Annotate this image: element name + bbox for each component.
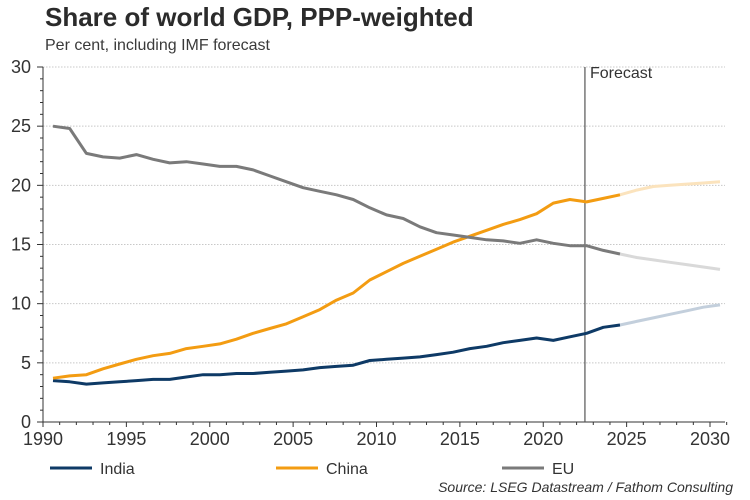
y-tick-label: 5 (21, 353, 31, 373)
x-tick-label: 2020 (523, 429, 563, 449)
legend-item-india: India (50, 461, 135, 478)
source-note: Source: LSEG Datastream / Fathom Consult… (438, 479, 733, 495)
x-tick-label: 2030 (690, 429, 730, 449)
x-tick-label: 2000 (190, 429, 230, 449)
y-tick-label: 10 (11, 294, 31, 314)
legend: India China EU (50, 461, 574, 478)
forecast-label: Forecast (590, 65, 653, 82)
legend-label-eu: EU (552, 461, 574, 478)
x-tick-label: 2015 (440, 429, 480, 449)
india-forecast-line (619, 303, 721, 327)
chart-subtitle: Per cent, including IMF forecast (45, 37, 270, 54)
y-tick-label: 15 (11, 235, 31, 255)
x-tick-label: 2025 (607, 429, 647, 449)
forecast-marker: Forecast (584, 65, 653, 422)
eu-forecast-line (619, 252, 721, 271)
y-tick-label: 20 (11, 175, 31, 195)
y-tick-label: 0 (21, 412, 31, 432)
x-tick-label: 1990 (23, 429, 63, 449)
x-tick-label: 2005 (273, 429, 313, 449)
legend-label-india: India (100, 461, 135, 478)
chart-title: Share of world GDP, PPP-weighted (45, 2, 474, 32)
x-tick-label: 1995 (106, 429, 146, 449)
gridlines (43, 66, 725, 364)
series-lines (52, 124, 721, 386)
india-series-line (52, 323, 621, 386)
china-forecast-line (619, 180, 721, 197)
eu-series-line (52, 124, 621, 256)
y-tick-label: 25 (11, 116, 31, 136)
legend-item-eu: EU (502, 461, 574, 478)
y-tick-label: 30 (11, 57, 31, 77)
china-series-line (52, 193, 621, 380)
legend-label-china: China (326, 461, 368, 478)
x-tick-label: 2010 (356, 429, 396, 449)
legend-item-china: China (276, 461, 368, 478)
